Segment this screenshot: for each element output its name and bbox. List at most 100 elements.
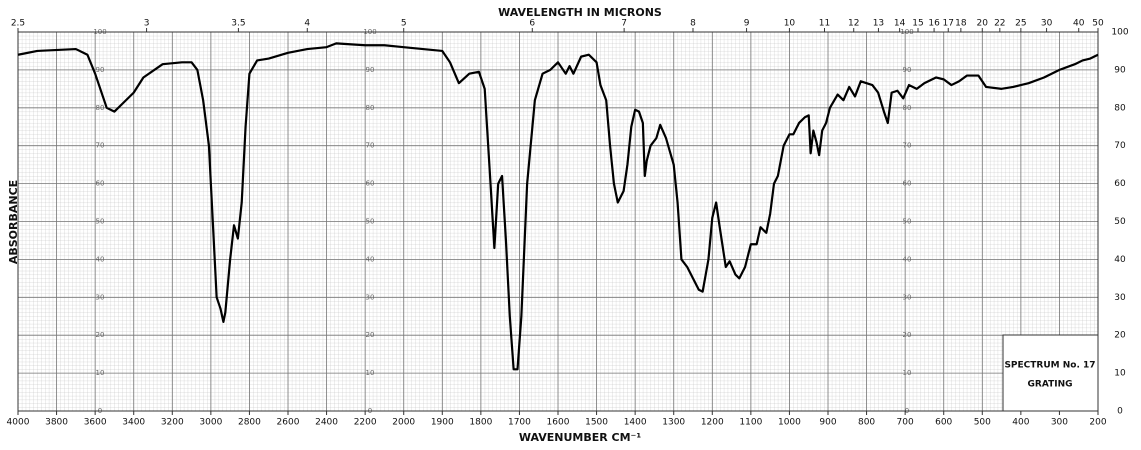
x-tick-label: 1900 xyxy=(431,418,454,428)
x-tick-label: 1600 xyxy=(547,418,570,428)
x2-tick-label: 4 xyxy=(304,19,310,29)
inner-y-label: 10 xyxy=(903,369,912,377)
y-tick-label: 60 xyxy=(1114,179,1126,189)
inner-y-label: 30 xyxy=(903,293,912,301)
x-tick-label: 1300 xyxy=(662,418,685,428)
spectrum-line xyxy=(17,42,1099,371)
inner-y-label: 50 xyxy=(366,218,375,226)
x-tick-label: 400 xyxy=(1012,418,1029,428)
x2-tick-label: 11 xyxy=(819,19,830,29)
x-tick-label: 2200 xyxy=(354,418,377,428)
y-tick-label: 0 xyxy=(1117,407,1123,417)
inner-y-label: 70 xyxy=(96,142,105,150)
x2-tick-label: 50 xyxy=(1092,19,1104,29)
top-axis-title: WAVELENGTH IN MICRONS xyxy=(498,6,662,19)
y-tick-label: 90 xyxy=(1114,65,1126,75)
x2-tick-label: 7 xyxy=(621,19,627,29)
inner-y-label: 90 xyxy=(366,66,375,74)
grating-label: GRATING xyxy=(1028,380,1073,390)
y-axis-title: ABSORBANCE xyxy=(7,180,20,264)
y-tick-label: 40 xyxy=(1114,255,1126,265)
inner-y-label: 90 xyxy=(96,66,105,74)
x2-tick-label: 6 xyxy=(529,19,535,29)
x-tick-label: 300 xyxy=(1051,418,1068,428)
inner-y-label: 90 xyxy=(903,66,912,74)
inner-y-label: 60 xyxy=(96,180,105,188)
x-tick-label: 1100 xyxy=(739,418,762,428)
spectrum-number: SPECTRUM No. 17 xyxy=(1004,361,1095,371)
x-tick-label: 3800 xyxy=(45,418,68,428)
x2-tick-label: 12 xyxy=(848,19,859,29)
x2-tick-label: 14 xyxy=(894,19,906,29)
x-tick-label: 600 xyxy=(935,418,952,428)
inner-y-label: 50 xyxy=(903,218,912,226)
x2-tick-label: 16 xyxy=(928,19,940,29)
x2-tick-label: 25 xyxy=(1015,19,1026,29)
x-tick-label: 3400 xyxy=(122,418,145,428)
x-tick-label: 2400 xyxy=(315,418,338,428)
x-tick-label: 200 xyxy=(1089,418,1106,428)
x-tick-label: 1500 xyxy=(585,418,608,428)
y-tick-label: 10 xyxy=(1114,369,1126,379)
y-tick-label: 80 xyxy=(1114,103,1126,113)
inner-y-label: 10 xyxy=(96,369,105,377)
x2-tick-label: 22 xyxy=(994,19,1005,29)
x-tick-label: 1200 xyxy=(701,418,724,428)
x-axis-title: WAVENUMBER CM⁻¹ xyxy=(519,431,642,444)
x2-tick-label: 2.5 xyxy=(11,19,25,29)
x2-tick-label: 8 xyxy=(690,19,696,29)
x2-tick-label: 9 xyxy=(744,19,750,29)
x-tick-label: 1000 xyxy=(778,418,801,428)
x-tick-label: 500 xyxy=(974,418,991,428)
y-tick-label: 100 xyxy=(1111,28,1128,38)
inner-y-label: 20 xyxy=(903,331,912,339)
inner-y-label: 30 xyxy=(366,293,375,301)
x-tick-label: 2800 xyxy=(238,418,261,428)
inner-y-label: 20 xyxy=(96,331,105,339)
info-box xyxy=(1002,334,1099,412)
x2-tick-label: 40 xyxy=(1073,19,1085,29)
x-tick-label: 2000 xyxy=(392,418,415,428)
inner-y-label: 60 xyxy=(366,180,375,188)
x2-tick-label: 30 xyxy=(1041,19,1053,29)
x2-tick-label: 18 xyxy=(955,19,967,29)
x2-tick-label: 10 xyxy=(784,19,796,29)
inner-y-label: 40 xyxy=(903,255,912,263)
inner-y-label: 40 xyxy=(96,255,105,263)
x-tick-label: 3000 xyxy=(199,418,222,428)
x2-tick-label: 5 xyxy=(401,19,407,29)
x2-tick-label: 20 xyxy=(977,19,989,29)
x2-tick-label: 3 xyxy=(144,19,150,29)
x2-tick-label: 17 xyxy=(943,19,954,29)
inner-y-label: 70 xyxy=(366,142,375,150)
inner-y-label: 50 xyxy=(96,218,105,226)
inner-y-label: 40 xyxy=(366,255,375,263)
inner-y-label: 10 xyxy=(366,369,375,377)
x-tick-label: 800 xyxy=(858,418,875,428)
x-tick-label: 4000 xyxy=(7,418,30,428)
x2-tick-label: 13 xyxy=(873,19,884,29)
x-tick-label: 1700 xyxy=(508,418,531,428)
x-tick-label: 1800 xyxy=(469,418,492,428)
x-tick-label: 3600 xyxy=(84,418,107,428)
x-tick-label: 700 xyxy=(897,418,914,428)
x-tick-label: 3200 xyxy=(161,418,184,428)
inner-y-label: 80 xyxy=(96,104,105,112)
y-tick-label: 50 xyxy=(1114,217,1126,227)
y-tick-label: 70 xyxy=(1114,141,1126,151)
x-tick-label: 900 xyxy=(819,418,836,428)
y-tick-label: 30 xyxy=(1114,293,1126,303)
inner-y-label: 20 xyxy=(366,331,375,339)
inner-y-label: 80 xyxy=(366,104,375,112)
x2-tick-label: 3.5 xyxy=(231,19,245,29)
y-tick-label: 20 xyxy=(1114,331,1126,341)
inner-y-label: 80 xyxy=(903,104,912,112)
inner-y-label: 70 xyxy=(903,142,912,150)
x2-tick-label: 15 xyxy=(912,19,923,29)
inner-y-label: 60 xyxy=(903,180,912,188)
inner-y-label: 30 xyxy=(96,293,105,301)
x-tick-label: 1400 xyxy=(624,418,647,428)
x-tick-label: 2600 xyxy=(277,418,300,428)
